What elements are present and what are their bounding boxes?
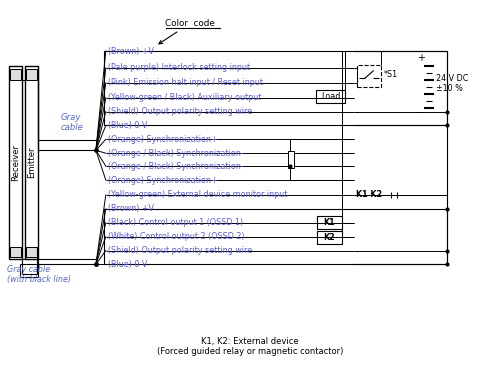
Text: 24 V DC
±10 %: 24 V DC ±10 % [436, 74, 468, 94]
Text: K1 K2: K1 K2 [356, 191, 382, 199]
Bar [316, 216, 342, 229]
Bar [26, 66, 38, 259]
Text: (Yellow-green / Black) Auxiliary output: (Yellow-green / Black) Auxiliary output [108, 93, 261, 102]
Bar [26, 246, 37, 258]
Bar [104, 51, 447, 125]
Text: Emitter: Emitter [27, 147, 36, 178]
Text: Gray cable
(with black line): Gray cable (with black line) [8, 265, 72, 284]
Text: (Pink) Emission halt input / Reset input: (Pink) Emission halt input / Reset input [108, 78, 263, 87]
Text: (Blue) 0 V: (Blue) 0 V [108, 121, 147, 130]
Bar [288, 151, 294, 168]
Text: (Brown) +V: (Brown) +V [108, 47, 154, 55]
Text: (Orange / Black) Synchronization-: (Orange / Black) Synchronization- [108, 149, 244, 158]
Bar [10, 69, 22, 80]
Text: (Shield) Output polarity setting wire: (Shield) Output polarity setting wire [108, 246, 252, 255]
Text: (Blue) 0 V: (Blue) 0 V [108, 260, 147, 269]
Text: (Pale purple) Interlock setting input: (Pale purple) Interlock setting input [108, 63, 250, 73]
Text: (Yellow-green) External device monitor input: (Yellow-green) External device monitor i… [108, 191, 287, 199]
Text: K1, K2: External device
(Forced guided relay or magnetic contactor): K1, K2: External device (Forced guided r… [157, 337, 343, 356]
Text: −: − [416, 108, 426, 118]
Text: (White) Control output 2 (OSSD 2): (White) Control output 2 (OSSD 2) [108, 232, 244, 241]
Bar [26, 69, 37, 80]
Text: K2: K2 [324, 233, 336, 242]
Text: (Orange) Synchronization+: (Orange) Synchronization+ [108, 175, 218, 185]
Text: (Orange / Black) Synchronization-: (Orange / Black) Synchronization- [108, 162, 244, 171]
Bar [316, 90, 346, 102]
Text: Load: Load [321, 92, 340, 101]
Text: (Orange) Synchronization+: (Orange) Synchronization+ [108, 135, 218, 144]
Bar [10, 246, 22, 258]
Bar [316, 231, 342, 243]
Text: +: + [417, 53, 425, 63]
Text: Receiver: Receiver [12, 144, 20, 181]
Bar [104, 209, 447, 265]
Text: *S1: *S1 [384, 70, 398, 79]
Text: Color  code: Color code [159, 19, 215, 44]
Text: (Brown) +V: (Brown) +V [108, 204, 154, 213]
Bar [358, 65, 382, 87]
Text: (Black) Control output 1 (OSSD 1): (Black) Control output 1 (OSSD 1) [108, 218, 243, 227]
Text: K1: K1 [324, 218, 336, 227]
Text: Gray
cable: Gray cable [61, 113, 84, 132]
Bar [10, 66, 22, 259]
Text: (Shield) Output polarity setting wire: (Shield) Output polarity setting wire [108, 107, 252, 116]
